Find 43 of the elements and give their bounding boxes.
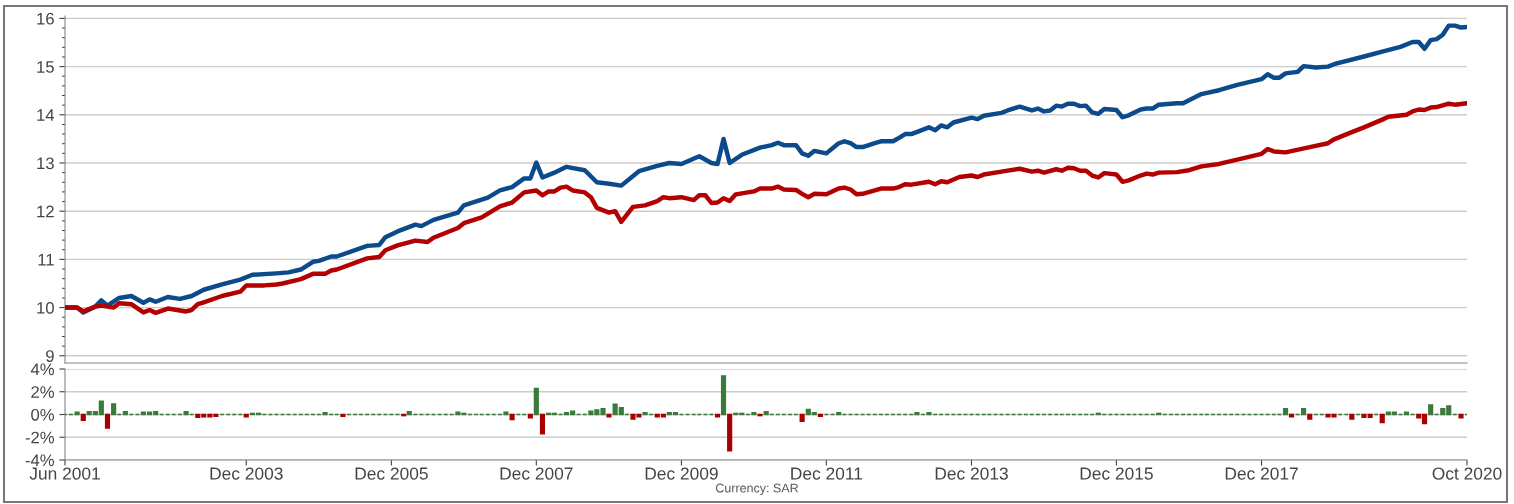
text: Currency: SAR xyxy=(715,483,799,495)
y-tick-label: 12 xyxy=(37,205,54,218)
bar xyxy=(1458,413,1464,419)
y-tick-label: -4% xyxy=(25,454,54,467)
bar xyxy=(720,375,727,416)
bar xyxy=(606,413,612,418)
x-tick-label: Dec 2009 xyxy=(645,467,718,480)
y-tick-label: 2% xyxy=(31,386,54,398)
y-tick-label: 11 xyxy=(38,253,54,266)
bar xyxy=(406,410,412,416)
bar xyxy=(533,387,539,416)
y-tick-label: 15 xyxy=(37,61,54,73)
bar xyxy=(104,413,111,429)
x-tick-label: Dec 2005 xyxy=(355,467,428,480)
bar xyxy=(1428,404,1434,416)
bar xyxy=(1379,413,1385,424)
y-tick-label: 4% xyxy=(30,363,54,376)
bar xyxy=(509,413,515,421)
bar xyxy=(111,403,117,416)
bar xyxy=(799,413,805,423)
y-tick-label: 0% xyxy=(31,408,54,421)
y-tick-label: 13 xyxy=(37,157,54,170)
y-tick-label: -2% xyxy=(25,431,54,444)
y-tick-label: 9 xyxy=(46,350,54,362)
bar xyxy=(1307,413,1313,420)
x-tick-label: Oct 2020 xyxy=(1432,467,1502,480)
bar xyxy=(1349,413,1355,420)
bar xyxy=(527,413,533,419)
x-tick-label: Dec 2003 xyxy=(210,467,283,480)
line-series xyxy=(65,101,1467,316)
y-tick-label: 16 xyxy=(37,12,54,25)
x-tick-label: Dec 2007 xyxy=(500,467,573,480)
x-tick-label: Jun 2001 xyxy=(29,467,100,480)
y-tick-label: 10 xyxy=(37,301,54,314)
bar xyxy=(727,413,733,452)
bar xyxy=(539,413,546,435)
x-tick-label: Dec 2013 xyxy=(935,467,1008,480)
bar xyxy=(80,413,86,421)
x-tick-label: Dec 2017 xyxy=(1225,467,1298,480)
bar xyxy=(1282,408,1289,416)
y-tick-label: 14 xyxy=(37,109,55,121)
x-tick-label: Dec 2011 xyxy=(791,467,863,480)
x-tick-label: Dec 2015 xyxy=(1080,467,1153,480)
